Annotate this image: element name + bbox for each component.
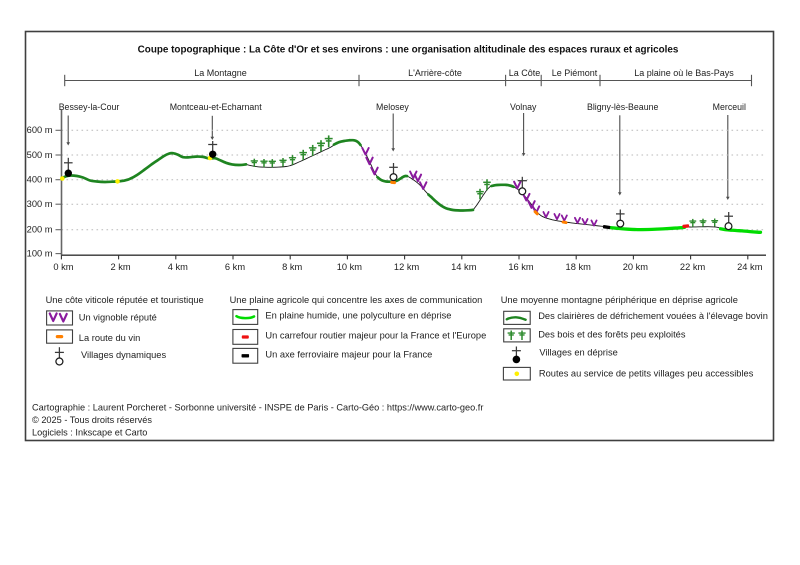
svg-text:0 km: 0 km <box>53 262 73 272</box>
svg-text:Montceau-et-Echarnant: Montceau-et-Echarnant <box>170 102 262 112</box>
svg-text:Un carrefour routier majeur po: Un carrefour routier majeur pour la Fran… <box>265 331 486 341</box>
svg-text:8 km: 8 km <box>282 262 302 272</box>
svg-text:Coupe topographique : La Côte: Coupe topographique : La Côte d'Or et se… <box>138 44 679 55</box>
svg-text:6 km: 6 km <box>225 262 245 272</box>
svg-text:Bligny-lès-Beaune: Bligny-lès-Beaune <box>587 102 659 112</box>
svg-text:12 km: 12 km <box>394 262 420 272</box>
svg-text:Des bois et des forêts peu exp: Des bois et des forêts peu exploités <box>538 330 686 340</box>
svg-text:20 km: 20 km <box>623 262 649 272</box>
svg-text:Routes au service de petits vi: Routes au service de petits villages peu… <box>539 368 754 378</box>
svg-text:Des clairières de défrichement: Des clairières de défrichement vouées à … <box>538 311 768 321</box>
svg-text:Villages dynamiques: Villages dynamiques <box>81 350 166 360</box>
svg-text:Une moyenne montagne périphéri: Une moyenne montagne périphérique en dép… <box>501 295 738 305</box>
svg-text:24 km: 24 km <box>737 262 763 272</box>
svg-text:Logiciels : Inkscape et Carto: Logiciels : Inkscape et Carto <box>32 428 147 438</box>
svg-text:La Côte: La Côte <box>509 68 541 78</box>
svg-text:Un vignoble réputé: Un vignoble réputé <box>79 312 157 322</box>
svg-text:10 km: 10 km <box>337 262 363 272</box>
svg-text:La plaine où le Bas-Pays: La plaine où le Bas-Pays <box>634 68 734 78</box>
svg-text:100 m: 100 m <box>27 249 53 259</box>
svg-text:Une plaine agricole qui concen: Une plaine agricole qui concentre les ax… <box>230 295 483 305</box>
svg-text:14 km: 14 km <box>451 262 477 272</box>
svg-text:16 km: 16 km <box>508 262 534 272</box>
svg-text:Melosey: Melosey <box>376 102 409 112</box>
svg-text:Une côte viticole réputée et t: Une côte viticole réputée et touristique <box>46 295 204 305</box>
svg-text:Merceuil: Merceuil <box>713 102 746 112</box>
svg-text:Villages en déprise: Villages en déprise <box>539 348 617 358</box>
svg-text:La Montagne: La Montagne <box>194 68 247 78</box>
svg-text:La route du vin: La route du vin <box>79 333 141 343</box>
svg-text:Volnay: Volnay <box>510 102 537 112</box>
svg-text:Le Piémont: Le Piémont <box>552 68 598 78</box>
svg-text:22 km: 22 km <box>680 262 706 272</box>
svg-text:300 m: 300 m <box>27 199 53 209</box>
svg-text:400 m: 400 m <box>27 175 53 185</box>
svg-text:18 km: 18 km <box>566 262 592 272</box>
svg-text:Un axe ferroviaire majeur pour: Un axe ferroviaire majeur pour la France <box>265 349 432 359</box>
svg-text:500 m: 500 m <box>27 150 53 160</box>
svg-text:Cartographie : Laurent Porcher: Cartographie : Laurent Porcheret - Sorbo… <box>32 403 483 413</box>
svg-text:2 km: 2 km <box>111 262 131 272</box>
svg-text:L'Arrière-côte: L'Arrière-côte <box>408 68 462 78</box>
svg-text:600 m: 600 m <box>27 125 53 135</box>
svg-text:200 m: 200 m <box>27 225 53 235</box>
svg-text:© 2025 - Tous droits réservés: © 2025 - Tous droits réservés <box>32 415 152 425</box>
svg-text:4 km: 4 km <box>168 262 188 272</box>
svg-text:En plaine humide, une polycult: En plaine humide, une polyculture en dép… <box>265 311 451 321</box>
svg-text:Bessey-la-Cour: Bessey-la-Cour <box>59 102 120 112</box>
